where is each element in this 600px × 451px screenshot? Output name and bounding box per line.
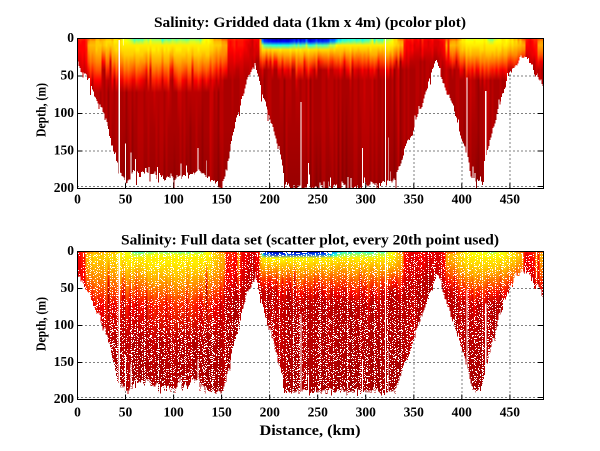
svg-text:Depth, (m): Depth, (m) [34,83,49,137]
svg-text:100: 100 [54,105,75,120]
svg-text:200: 200 [260,405,281,420]
svg-text:200: 200 [54,180,75,195]
svg-text:Salinity: Gridded data (1km x: Salinity: Gridded data (1km x 4m) (pcolo… [154,15,466,31]
svg-text:150: 150 [54,354,75,369]
svg-text:200: 200 [260,192,281,207]
svg-text:50: 50 [61,68,75,83]
svg-text:400: 400 [452,405,473,420]
svg-text:Depth, (m): Depth, (m) [34,297,49,351]
svg-text:0: 0 [67,30,74,45]
svg-text:50: 50 [119,405,133,420]
svg-text:50: 50 [119,192,133,207]
svg-text:400: 400 [452,192,473,207]
svg-text:0: 0 [74,192,81,207]
svg-text:350: 350 [404,405,425,420]
svg-text:0: 0 [74,405,81,420]
svg-text:200: 200 [54,391,75,406]
svg-text:100: 100 [163,192,184,207]
svg-text:Salinity: Full data set (scatt: Salinity: Full data set (scatter plot, e… [121,233,499,249]
svg-text:Distance, (km): Distance, (km) [260,423,361,439]
svg-text:100: 100 [54,317,75,332]
svg-text:50: 50 [61,280,75,295]
svg-text:250: 250 [308,405,329,420]
svg-text:150: 150 [211,405,232,420]
svg-text:150: 150 [54,143,75,158]
svg-text:100: 100 [163,405,184,420]
svg-text:150: 150 [211,192,232,207]
svg-text:350: 350 [404,192,425,207]
svg-text:450: 450 [500,192,521,207]
svg-text:300: 300 [356,192,377,207]
svg-text:450: 450 [500,405,521,420]
svg-text:250: 250 [308,192,329,207]
svg-text:300: 300 [356,405,377,420]
svg-text:0: 0 [67,243,74,258]
